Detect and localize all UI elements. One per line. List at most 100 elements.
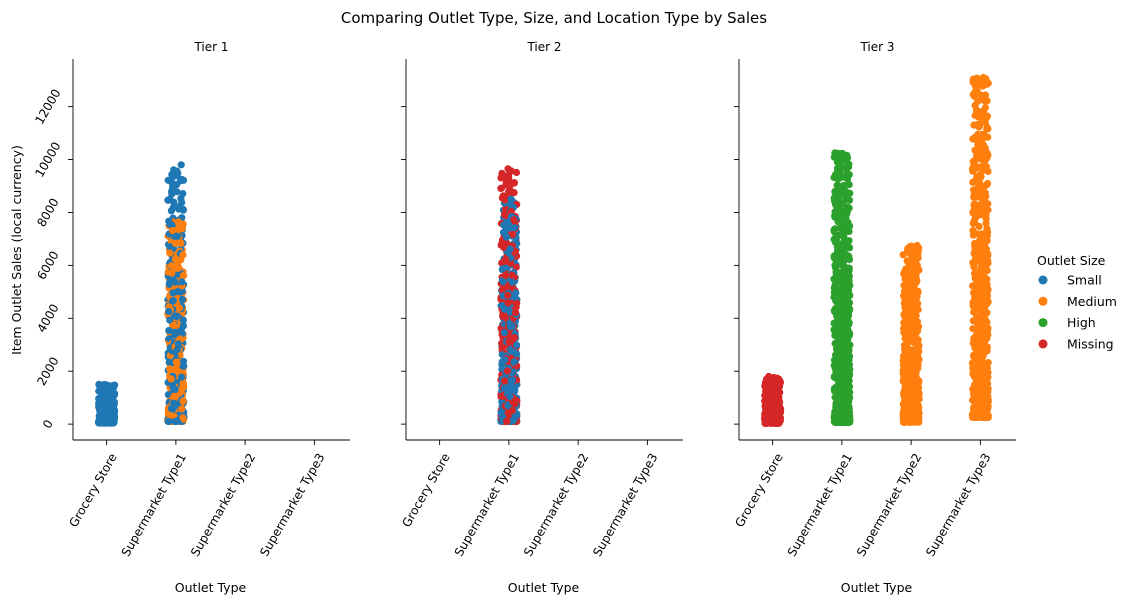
y-tick-label: 0 [40,417,56,431]
data-point [498,169,506,177]
data-point [180,272,188,280]
data-point [763,404,772,412]
data-point [900,319,908,327]
data-point [909,281,917,289]
data-point [969,325,977,333]
data-point [95,380,103,388]
data-point [840,256,848,265]
data-point [96,406,104,414]
data-point [902,378,910,386]
data-point [508,407,516,415]
data-point [506,323,515,331]
data-point [969,396,977,404]
legend-entry: Missing [1067,336,1114,351]
data-point [915,403,923,412]
data-point [841,152,849,160]
data-point [167,221,176,229]
data-point [173,345,181,354]
data-point [501,314,510,322]
y-tick-label: 4000 [34,302,61,335]
data-point [174,340,182,348]
data-point [503,367,511,375]
data-point [169,297,177,305]
legend-marker [1038,318,1048,328]
data-point [108,419,116,427]
legend-entry: High [1067,315,1096,330]
data-point [774,377,783,385]
data-point [179,397,187,405]
data-point [968,359,977,367]
data-point [165,307,173,316]
y-tick-label: 8000 [34,196,61,229]
data-point [833,307,841,315]
data-point [915,341,923,349]
data-point [843,331,851,339]
data-point [761,382,769,390]
legend-entry: Small [1067,273,1102,288]
data-point [905,257,914,265]
data-point [842,384,850,392]
data-point [510,333,519,342]
data-point [904,294,913,302]
data-point [977,173,985,181]
data-point [831,213,839,221]
data-point [179,357,188,365]
points-group [761,73,992,427]
data-point [970,308,978,316]
data-point [499,228,508,236]
legend: Outlet Size Small Medium High Missing [1037,253,1117,351]
x-tick-label: Supermarket Type3 [257,451,327,559]
data-point [970,200,978,208]
chart-panels: Tier 1 0 2000 4000 6000 8000 10000 12000 Grocery… [9,40,1016,595]
data-point [507,347,515,355]
data-point [969,75,977,83]
data-point [845,227,853,235]
data-point [506,308,514,316]
data-point [832,271,841,279]
data-point [973,150,981,158]
data-point [178,405,186,413]
data-point [172,239,180,247]
points-group [95,161,188,427]
y-tick-label: 2000 [34,354,61,387]
legend-entry: Medium [1067,294,1117,309]
panel-title: Tier 2 [526,40,561,54]
chart-title: Comparing Outlet Type, Size, and Locatio… [341,9,767,27]
data-point [846,394,854,402]
data-point [500,329,508,337]
data-point [977,230,985,238]
data-point [511,308,520,316]
data-point [981,156,990,164]
x-tick-label: Supermarket Type1 [119,451,189,559]
data-point [909,275,918,283]
x-axis-label: Outlet Type [508,580,580,595]
data-point [969,178,977,186]
data-point [107,395,115,403]
data-point [904,387,912,395]
data-point [840,231,848,239]
x-tick-label: Supermarket Type2 [854,451,924,559]
data-point [911,347,919,355]
data-point [506,245,514,253]
data-point [832,374,840,382]
data-point [969,298,977,306]
data-point [179,190,187,198]
y-tick-label: 10000 [32,140,63,180]
data-point [972,412,980,420]
data-point [839,275,847,283]
data-point [908,369,916,377]
data-point [171,278,179,286]
data-point [503,283,511,291]
data-point [843,169,851,177]
data-point [771,419,779,427]
data-point [768,376,776,384]
data-point [839,182,847,190]
data-point [166,195,174,203]
y-tick-label: 12000 [32,87,63,127]
data-point [912,374,920,382]
data-point [831,328,839,336]
data-point [982,406,991,414]
data-point [763,413,771,421]
data-point [174,169,182,178]
